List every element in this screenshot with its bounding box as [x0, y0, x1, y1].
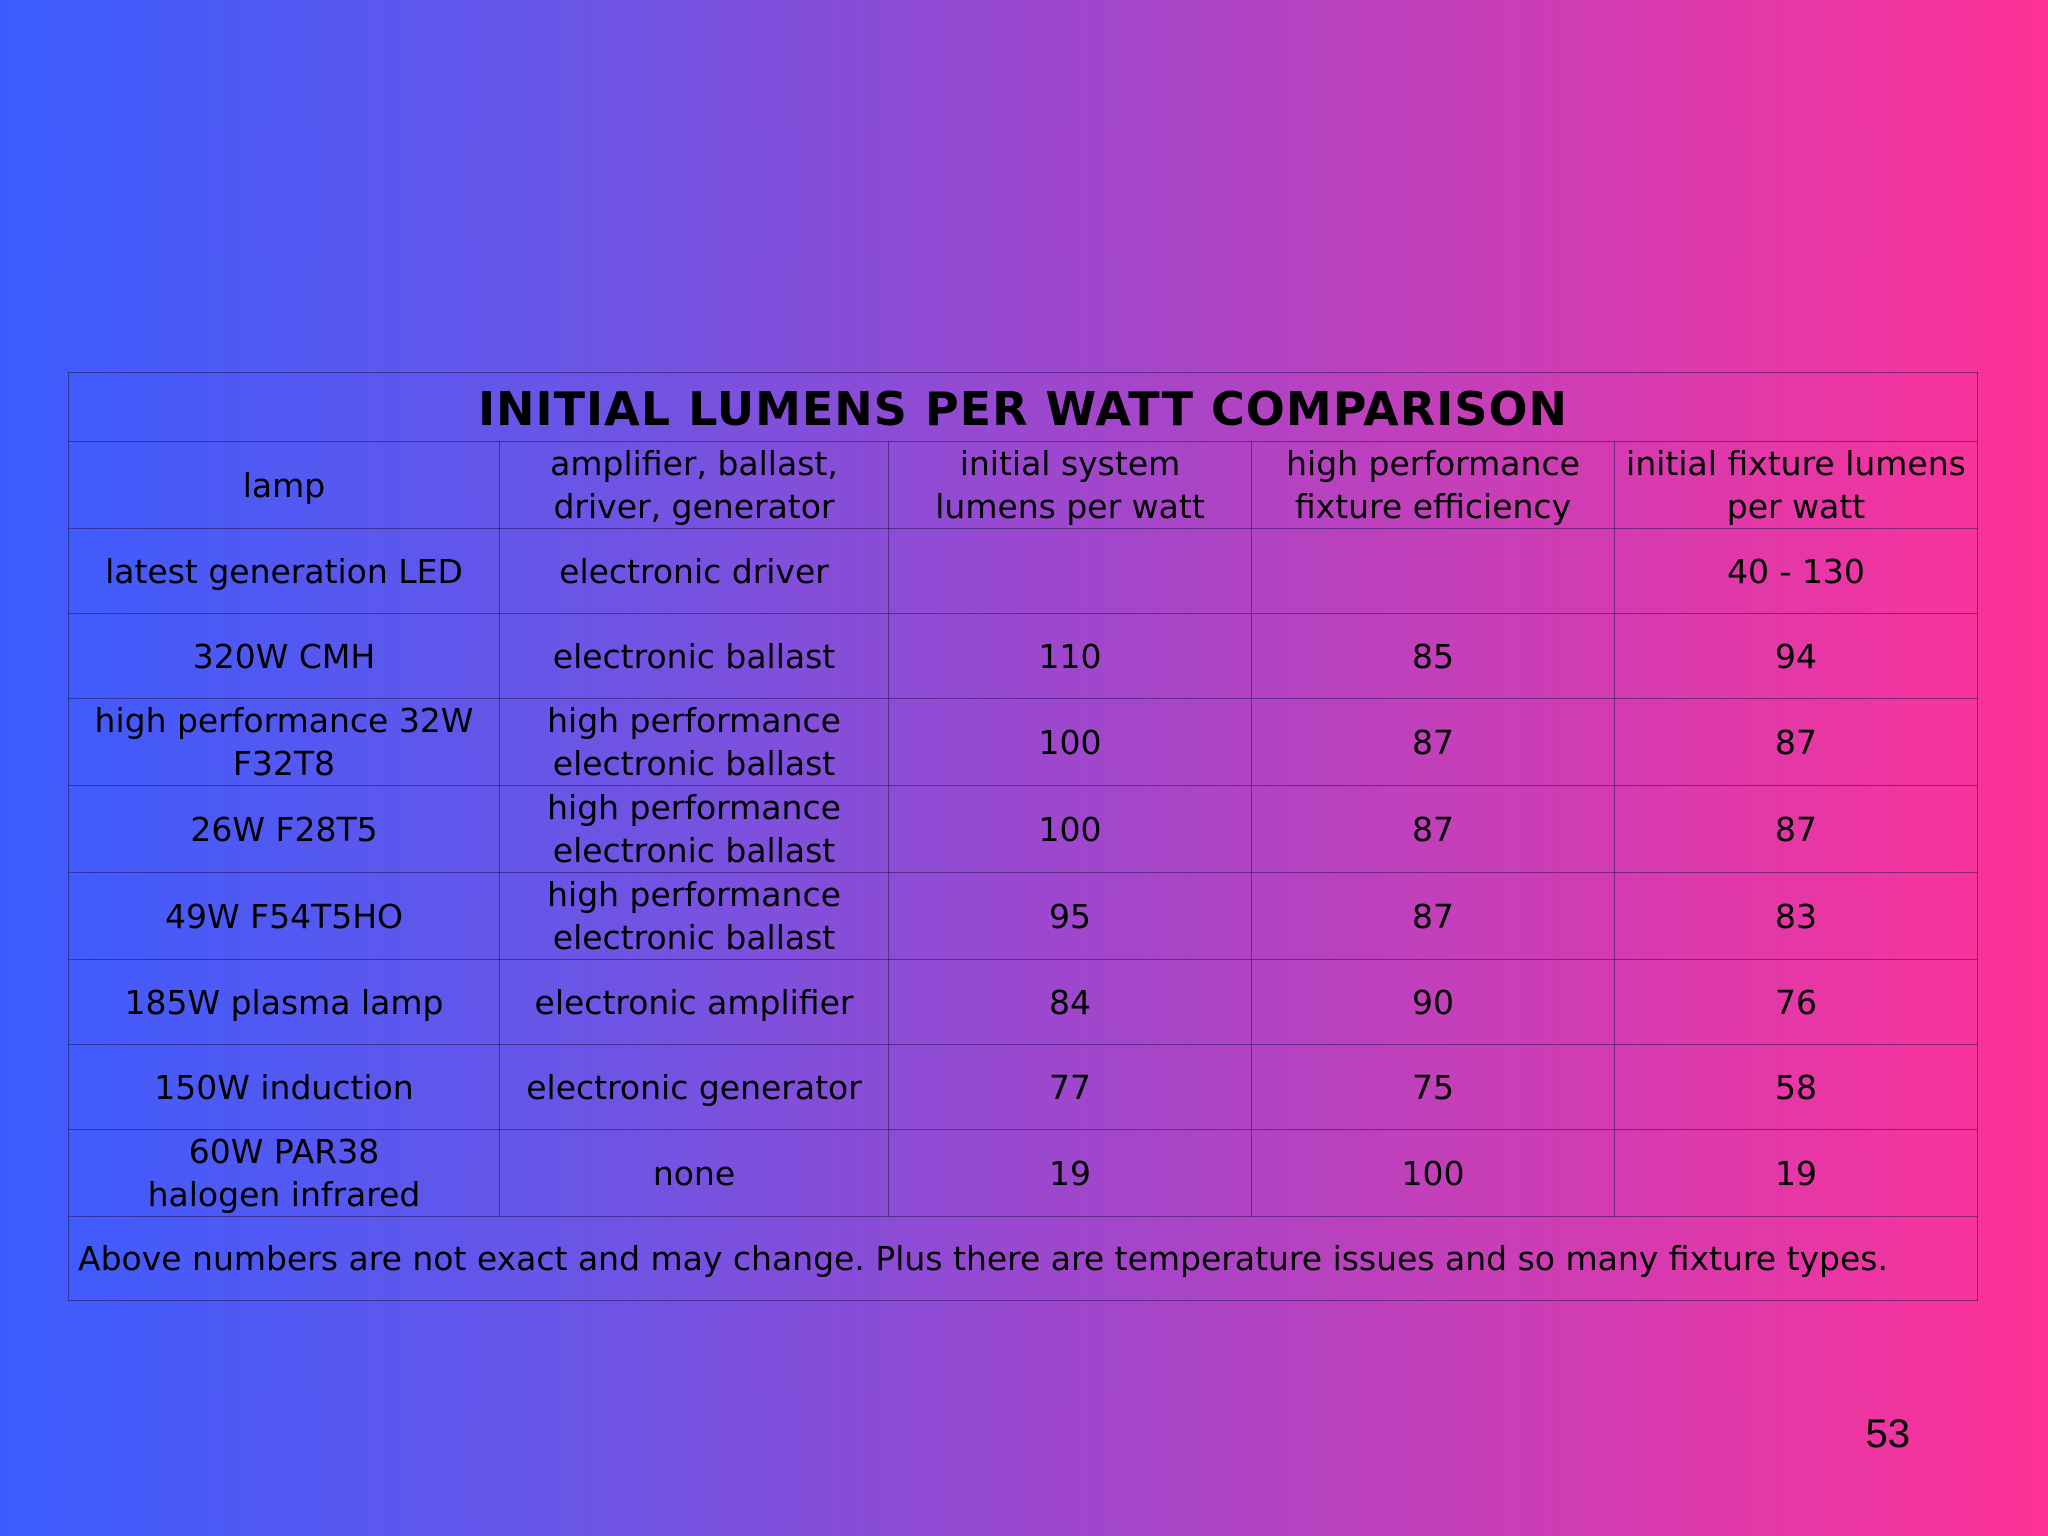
lamp-cell: latest generation LED	[68, 528, 500, 614]
fixture-lumens-cell: 19	[1614, 1129, 1978, 1217]
system-lumens-cell: 100	[888, 698, 1252, 786]
fixture-lumens-cell: 40 - 130	[1614, 528, 1978, 614]
table-row: 320W CMH electronic ballast 110 85 94	[68, 613, 1978, 699]
fixture-efficiency-cell: 87	[1251, 872, 1615, 960]
column-header-system-lumens: initial system lumens per watt	[888, 441, 1252, 529]
lumens-comparison-table: INITIAL LUMENS PER WATT COMPARISON lamp …	[68, 372, 1978, 1301]
column-header-fixture-lumens: initial fixture lumens per watt	[1614, 441, 1978, 529]
driver-cell: electronic generator	[499, 1044, 889, 1130]
lamp-cell: 60W PAR38 halogen infrared	[68, 1129, 500, 1217]
column-header-driver: amplifier, ballast, driver, generator	[499, 441, 889, 529]
fixture-lumens-cell: 58	[1614, 1044, 1978, 1130]
system-lumens-cell: 19	[888, 1129, 1252, 1217]
fixture-lumens-cell: 87	[1614, 698, 1978, 786]
driver-cell: none	[499, 1129, 889, 1217]
driver-cell: high performance electronic ballast	[499, 785, 889, 873]
table-row: 185W plasma lamp electronic amplifier 84…	[68, 959, 1978, 1045]
table-footnote: Above numbers are not exact and may chan…	[68, 1216, 1978, 1301]
lamp-cell: 26W F28T5	[68, 785, 500, 873]
system-lumens-cell: 95	[888, 872, 1252, 960]
table-row: 49W F54T5HO high performance electronic …	[68, 872, 1978, 960]
driver-cell: electronic amplifier	[499, 959, 889, 1045]
driver-cell: high performance electronic ballast	[499, 872, 889, 960]
fixture-efficiency-cell: 75	[1251, 1044, 1615, 1130]
column-header-lamp: lamp	[68, 441, 500, 529]
system-lumens-cell: 100	[888, 785, 1252, 873]
fixture-lumens-cell: 87	[1614, 785, 1978, 873]
table-row: 60W PAR38 halogen infrared none 19 100 1…	[68, 1129, 1978, 1217]
lamp-cell: 320W CMH	[68, 613, 500, 699]
table-footnote-row: Above numbers are not exact and may chan…	[68, 1216, 1978, 1301]
table-title-row: INITIAL LUMENS PER WATT COMPARISON	[68, 372, 1978, 442]
column-header-fixture-efficiency: high performance fixture efficiency	[1251, 441, 1615, 529]
lamp-cell: 49W F54T5HO	[68, 872, 500, 960]
fixture-lumens-cell: 94	[1614, 613, 1978, 699]
fixture-lumens-cell: 83	[1614, 872, 1978, 960]
system-lumens-cell	[888, 528, 1252, 614]
system-lumens-cell: 77	[888, 1044, 1252, 1130]
system-lumens-cell: 84	[888, 959, 1252, 1045]
table-row: 150W induction electronic generator 77 7…	[68, 1044, 1978, 1130]
driver-cell: high performance electronic ballast	[499, 698, 889, 786]
fixture-efficiency-cell: 87	[1251, 785, 1615, 873]
table-title: INITIAL LUMENS PER WATT COMPARISON	[68, 372, 1978, 442]
fixture-efficiency-cell: 85	[1251, 613, 1615, 699]
lamp-cell: 185W plasma lamp	[68, 959, 500, 1045]
table-row: high performance 32W F32T8 high performa…	[68, 698, 1978, 786]
fixture-efficiency-cell: 87	[1251, 698, 1615, 786]
table-row: latest generation LED electronic driver …	[68, 528, 1978, 614]
table-row: 26W F28T5 high performance electronic ba…	[68, 785, 1978, 873]
lamp-cell: high performance 32W F32T8	[68, 698, 500, 786]
table-header-row: lamp amplifier, ballast, driver, generat…	[68, 441, 1978, 529]
page-number: 53	[1865, 1412, 1911, 1456]
fixture-lumens-cell: 76	[1614, 959, 1978, 1045]
system-lumens-cell: 110	[888, 613, 1252, 699]
fixture-efficiency-cell	[1251, 528, 1615, 614]
driver-cell: electronic ballast	[499, 613, 889, 699]
fixture-efficiency-cell: 90	[1251, 959, 1615, 1045]
lamp-cell: 150W induction	[68, 1044, 500, 1130]
fixture-efficiency-cell: 100	[1251, 1129, 1615, 1217]
driver-cell: electronic driver	[499, 528, 889, 614]
